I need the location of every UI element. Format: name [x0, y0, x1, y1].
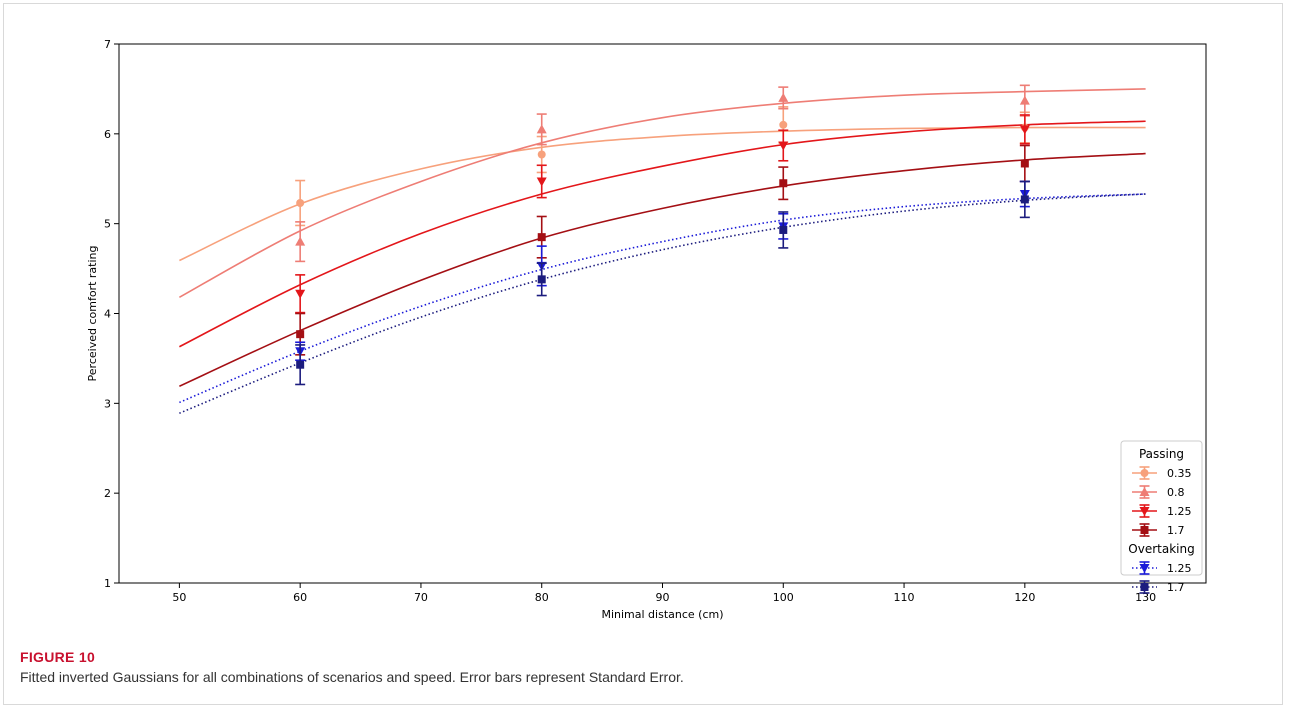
legend: Passing 0.35 0.8 1.25 1.7 Overtaking 1.25 1.7: [1120, 440, 1203, 594]
fit-curve-passing-0.35: [179, 126, 1146, 262]
y-tick-label: 5: [104, 218, 111, 231]
data-point: [537, 150, 546, 159]
x-tick-label: 80: [535, 591, 549, 604]
data-point: [779, 225, 788, 234]
y-tick-label: 2: [104, 487, 111, 500]
data-point: [295, 236, 306, 246]
data-point: [779, 179, 788, 188]
figure-caption-text: Fitted inverted Gaussians for all combin…: [20, 669, 684, 685]
y-tick-label: 7: [104, 38, 111, 51]
data-point: [779, 120, 788, 129]
legend-entry-label: 1.7: [1167, 524, 1185, 537]
figure-frame: [3, 3, 1283, 705]
legend-group-title: Passing: [1139, 447, 1184, 461]
figure-caption: FIGURE 10 Fitted inverted Gaussians for …: [20, 649, 1260, 685]
data-point: [1019, 125, 1030, 135]
data-point: [296, 199, 305, 208]
y-tick-label: 3: [104, 397, 111, 410]
data-point: [1019, 95, 1030, 105]
legend-marker: [1139, 564, 1150, 573]
data-point: [1020, 159, 1029, 168]
x-axis-label: Minimal distance (cm): [601, 608, 723, 621]
legend-entry-label: 1.25: [1167, 505, 1192, 518]
x-tick-label: 50: [172, 591, 186, 604]
data-points: [295, 84, 1030, 386]
x-tick-label: 130: [1135, 591, 1156, 604]
legend-marker: [1139, 507, 1150, 516]
fitted-curves: [179, 88, 1146, 414]
data-point: [537, 275, 546, 284]
x-tick-label: 120: [1014, 591, 1035, 604]
data-point: [536, 124, 547, 134]
plot-axes: 50 60 70 80 90 100 110 120 130 1 2 3 4 5 6 7 Minimal dis…: [86, 38, 1207, 621]
legend-marker: [1140, 469, 1149, 477]
legend-marker: [1140, 583, 1149, 591]
data-point: [295, 289, 306, 299]
legend-entry-label: 0.8: [1167, 486, 1185, 499]
legend-entry-label: 1.25: [1167, 562, 1192, 575]
x-tick-label: 100: [773, 591, 794, 604]
y-tick-label: 6: [104, 128, 111, 141]
data-point: [778, 141, 789, 151]
data-point: [296, 330, 305, 339]
data-point: [537, 233, 546, 242]
x-tick-label: 60: [293, 591, 307, 604]
data-point: [536, 177, 547, 187]
comfort-rating-chart: 50 60 70 80 90 100 110 120 130 1 2 3 4 5 6 7 Minimal dis…: [86, 38, 1207, 621]
fit-curve-passing-0.8: [179, 88, 1146, 299]
fit-curve-overtaking-1.25: [179, 193, 1146, 404]
data-point: [296, 360, 305, 369]
y-axis-label: Perceived comfort rating: [86, 246, 99, 382]
y-tick-label: 4: [104, 308, 111, 321]
legend-group-title: Overtaking: [1128, 542, 1194, 556]
y-tick-label: 1: [104, 577, 111, 590]
data-point: [778, 92, 789, 102]
fit-curve-passing-1.7: [179, 152, 1146, 387]
legend-marker: [1140, 526, 1149, 534]
x-tick-label: 110: [894, 591, 915, 604]
legend-entry-label: 1.7: [1167, 581, 1185, 594]
fit-curve-overtaking-1.7: [179, 193, 1146, 414]
x-tick-label: 90: [656, 591, 670, 604]
fit-curve-passing-1.25: [179, 120, 1146, 348]
x-tick-label: 70: [414, 591, 428, 604]
figure-label: FIGURE 10: [20, 649, 96, 665]
legend-entry-label: 0.35: [1167, 467, 1192, 480]
legend-marker: [1139, 487, 1150, 496]
data-point: [1020, 195, 1029, 204]
